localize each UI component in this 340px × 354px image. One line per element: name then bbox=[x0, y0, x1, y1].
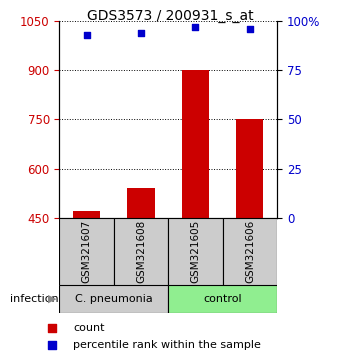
Point bbox=[49, 325, 55, 331]
Bar bbox=[59, 218, 114, 285]
Bar bbox=[182, 70, 209, 218]
Bar bbox=[168, 285, 277, 313]
Bar bbox=[114, 218, 168, 285]
Point bbox=[138, 30, 144, 36]
Text: GSM321608: GSM321608 bbox=[136, 220, 146, 283]
Text: control: control bbox=[203, 294, 242, 304]
Bar bbox=[59, 285, 168, 313]
Bar bbox=[236, 119, 264, 218]
Text: GSM321607: GSM321607 bbox=[82, 220, 92, 283]
Point bbox=[247, 26, 253, 32]
Point bbox=[84, 32, 89, 38]
Text: count: count bbox=[73, 323, 104, 333]
Text: percentile rank within the sample: percentile rank within the sample bbox=[73, 340, 261, 350]
Text: C. pneumonia: C. pneumonia bbox=[75, 294, 153, 304]
Text: GDS3573 / 200931_s_at: GDS3573 / 200931_s_at bbox=[87, 9, 253, 23]
Text: ▶: ▶ bbox=[49, 294, 57, 304]
Bar bbox=[128, 188, 155, 218]
Text: GSM321606: GSM321606 bbox=[245, 220, 255, 283]
Bar bbox=[73, 211, 100, 218]
Text: GSM321605: GSM321605 bbox=[190, 220, 201, 283]
Bar bbox=[223, 218, 277, 285]
Bar bbox=[168, 218, 223, 285]
Point bbox=[193, 24, 198, 30]
Point bbox=[49, 342, 55, 348]
Text: infection: infection bbox=[10, 294, 59, 304]
